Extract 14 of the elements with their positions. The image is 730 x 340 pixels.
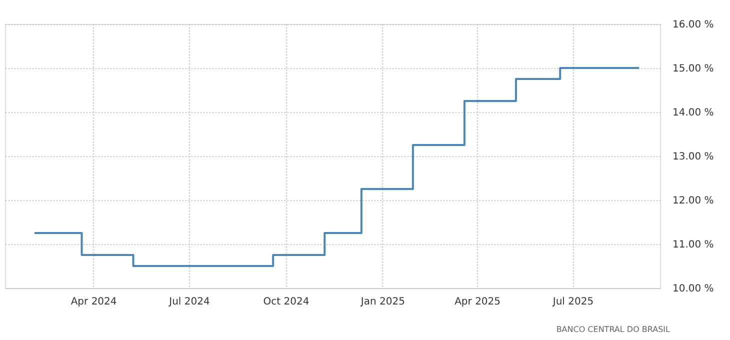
y-tick-label: 11.00 % [672, 240, 714, 250]
y-tick-label: 13.00 % [672, 152, 714, 162]
x-tick-label: Jul 2024 [168, 296, 210, 308]
x-tick-label: Apr 2024 [70, 296, 117, 308]
y-tick-label: 12.00 % [672, 196, 714, 206]
x-tick-label: Jan 2025 [360, 296, 405, 308]
x-tick-label: Apr 2025 [454, 296, 501, 308]
x-tick-label: Jul 2025 [552, 296, 594, 308]
y-tick-label: 10.00 % [672, 284, 714, 294]
text: BANCO CENTRAL DO BRASIL [556, 325, 671, 334]
y-tick-label: 16.00 % [672, 20, 714, 30]
x-tick-label: Oct 2024 [263, 296, 310, 308]
y-tick-label: 14.00 % [672, 108, 714, 118]
y-tick-label: 15.00 % [672, 64, 714, 74]
